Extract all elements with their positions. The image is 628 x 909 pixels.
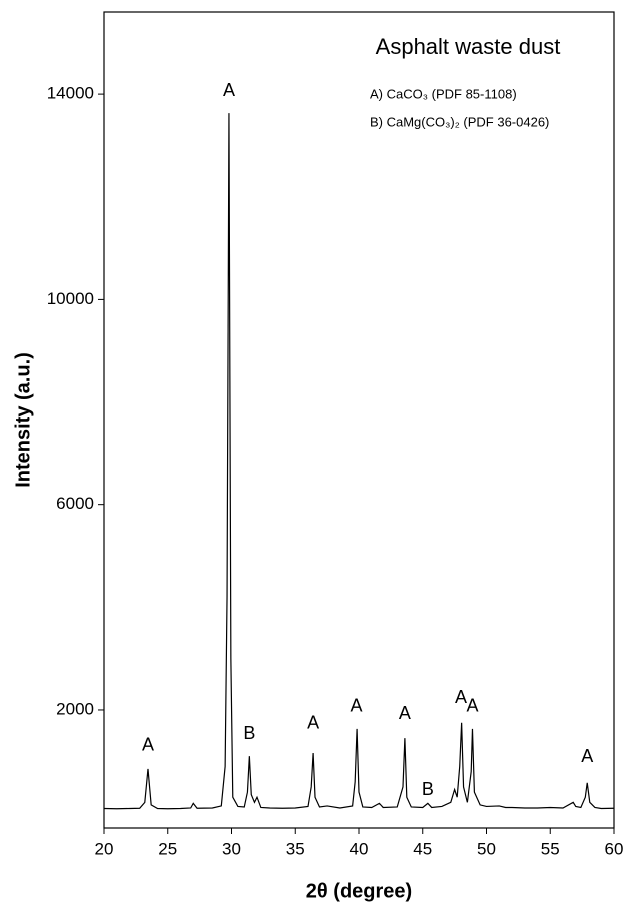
peak-label: A [307, 713, 319, 733]
y-axis-label: Intensity (a.u.) [12, 352, 34, 488]
y-tick-label: 14000 [47, 84, 94, 103]
y-tick-label: 6000 [56, 494, 94, 513]
peak-label: A [223, 80, 235, 100]
peak-label: B [243, 723, 255, 743]
legend-line: A) CaCO₃ (PDF 85-1108) [370, 86, 517, 101]
x-tick-label: 25 [158, 839, 177, 858]
peak-label: A [581, 746, 593, 766]
y-tick-label: 2000 [56, 699, 94, 718]
peak-label: A [455, 687, 467, 707]
peak-label: A [350, 696, 362, 716]
peak-label: A [142, 735, 154, 755]
x-tick-label: 20 [95, 839, 114, 858]
x-tick-label: 30 [222, 839, 241, 858]
chart: Asphalt waste dust A) CaCO₃ (PDF 85-1108… [0, 0, 628, 909]
x-tick-label: 60 [605, 839, 624, 858]
x-tick-label: 40 [350, 839, 369, 858]
legend-line: B) CaMg(CO₃)₂ (PDF 36-0426) [370, 114, 549, 129]
x-tick-label: 35 [286, 839, 305, 858]
x-tick-label: 50 [477, 839, 496, 858]
x-tick-label: 55 [541, 839, 560, 858]
page: Asphalt waste dust A) CaCO₃ (PDF 85-1108… [0, 0, 628, 909]
y-tick-label: 10000 [47, 289, 94, 308]
peak-label: A [466, 696, 478, 716]
peak-label: A [399, 703, 411, 723]
peak-label: B [422, 779, 434, 799]
x-axis-label: 2θ (degree) [306, 880, 412, 902]
chart-title: Asphalt waste dust [376, 34, 561, 59]
x-tick-label: 45 [413, 839, 432, 858]
